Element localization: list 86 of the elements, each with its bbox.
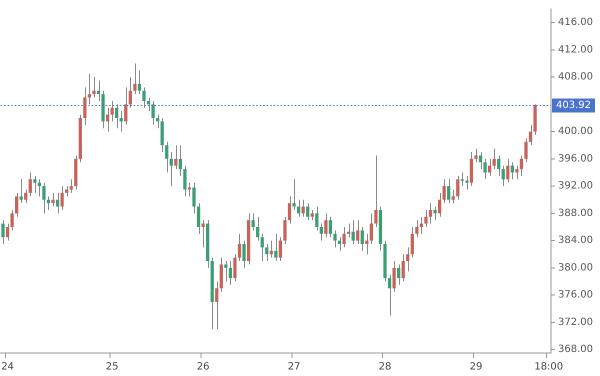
y-tick-label: 416.00 xyxy=(558,17,594,28)
candlestick xyxy=(196,202,200,234)
candlestick xyxy=(452,189,455,204)
candlestick xyxy=(238,233,242,262)
candlestick xyxy=(274,233,278,262)
candlestick xyxy=(201,220,205,248)
candlestick xyxy=(356,220,360,245)
candlestick xyxy=(420,216,424,234)
candlestick xyxy=(174,144,178,170)
y-tick-label: 400.00 xyxy=(558,126,594,138)
candlestick xyxy=(515,165,519,180)
candlestick xyxy=(292,178,296,210)
candlestick xyxy=(524,138,528,163)
candlestick xyxy=(402,254,405,282)
candlestick xyxy=(288,196,292,224)
candlestick xyxy=(388,274,392,316)
candlestick xyxy=(456,175,460,200)
y-tick-label: 412.00 xyxy=(558,44,594,56)
y-tick-label: 396.00 xyxy=(558,153,594,164)
x-tick-label: 25 xyxy=(106,362,119,373)
candlestick xyxy=(346,223,350,238)
candlestick xyxy=(51,192,55,208)
candlestick xyxy=(283,216,287,245)
x-tick-label: 24 xyxy=(1,362,14,373)
candlestick xyxy=(478,152,482,170)
candlestick xyxy=(83,86,86,126)
candlestick xyxy=(342,226,346,248)
candlestick xyxy=(296,199,300,218)
candlestick xyxy=(60,186,64,210)
candlestick xyxy=(278,236,282,262)
candlestick xyxy=(306,202,310,221)
candlestick xyxy=(265,244,268,262)
candlestick xyxy=(310,209,314,221)
candlestick xyxy=(465,175,469,190)
candlestick xyxy=(183,165,187,197)
candlestick xyxy=(506,158,510,184)
candlestick xyxy=(447,178,450,204)
candlestick xyxy=(251,212,255,231)
candlestick xyxy=(324,212,328,238)
ref-line-label: 403.92 xyxy=(556,100,592,112)
candlestick xyxy=(242,240,246,268)
x-tick-label: 18:00 xyxy=(534,362,564,373)
candlestick xyxy=(42,182,46,214)
x-tick-label: 29 xyxy=(470,362,482,373)
y-tick-label: 380.00 xyxy=(558,262,594,274)
y-tick-label: 392.00 xyxy=(558,180,594,192)
y-tick-label: 388.00 xyxy=(558,208,594,219)
candlestick xyxy=(70,178,73,194)
candlestick xyxy=(133,62,137,95)
y-tick-label: 368.00 xyxy=(558,344,594,356)
candlestick xyxy=(38,178,42,197)
y-tick-label: 408.00 xyxy=(558,72,594,83)
candlestick xyxy=(510,162,514,180)
candlestick xyxy=(428,202,432,224)
candlestick xyxy=(192,182,196,214)
x-tick-label: 28 xyxy=(378,362,392,373)
candlestick xyxy=(92,76,96,98)
candlestick xyxy=(520,154,524,176)
candlestick xyxy=(56,192,60,214)
candlestick xyxy=(397,264,400,286)
candlestick xyxy=(374,154,378,228)
candlestick xyxy=(15,192,18,218)
candlestick xyxy=(433,206,437,221)
candlestick xyxy=(46,196,50,210)
y-tick-label: 376.00 xyxy=(558,290,594,301)
candlestick xyxy=(142,86,146,108)
candlestick xyxy=(270,240,273,258)
y-tick-label: 372.00 xyxy=(558,316,594,328)
candlestick xyxy=(302,199,305,218)
candlestick xyxy=(228,260,232,286)
candlestick xyxy=(415,220,418,238)
candlestick xyxy=(470,152,474,187)
y-tick-label: 384.00 xyxy=(558,235,594,246)
candlestick xyxy=(88,73,92,105)
candlestick xyxy=(474,148,478,163)
candlestick xyxy=(20,178,23,204)
candlestick xyxy=(160,117,164,153)
x-tick-label: 27 xyxy=(288,362,300,373)
candlestick xyxy=(338,236,342,252)
candlestick xyxy=(224,260,228,282)
x-tick-label: 26 xyxy=(196,362,210,373)
candlestick xyxy=(352,220,355,245)
candlestick xyxy=(233,254,237,282)
candlestick xyxy=(328,216,332,238)
candlestick xyxy=(1,220,5,245)
candlestick xyxy=(178,144,182,176)
